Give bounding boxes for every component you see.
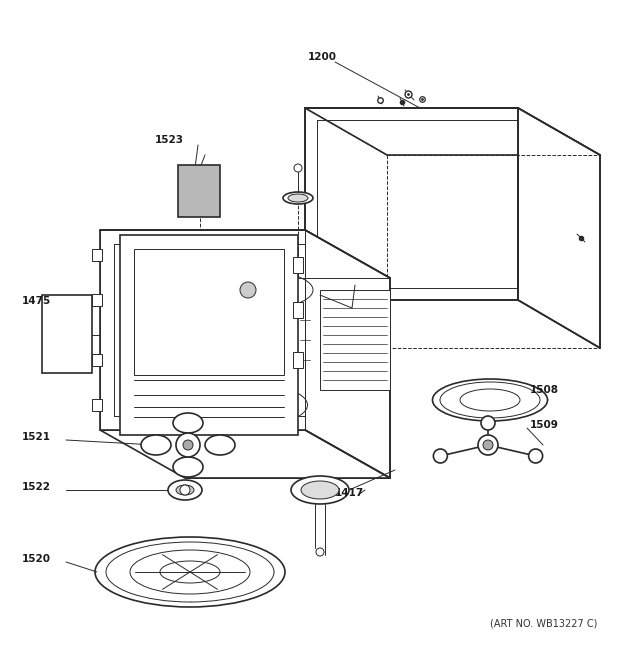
Circle shape [529, 449, 542, 463]
Text: 1508: 1508 [530, 385, 559, 395]
Ellipse shape [173, 413, 203, 433]
Ellipse shape [168, 480, 202, 500]
Circle shape [176, 433, 200, 457]
Ellipse shape [130, 550, 250, 594]
Circle shape [483, 440, 493, 450]
Ellipse shape [106, 542, 274, 602]
Bar [320, 290, 390, 390]
Ellipse shape [95, 537, 285, 607]
Ellipse shape [433, 379, 547, 421]
Ellipse shape [283, 192, 313, 204]
Ellipse shape [301, 481, 339, 499]
Bar [92, 249, 102, 261]
Text: eReplacementParts.com: eReplacementParts.com [234, 364, 386, 377]
Circle shape [481, 416, 495, 430]
Circle shape [478, 435, 498, 455]
Bar [92, 399, 102, 411]
Text: 1509: 1509 [530, 420, 559, 430]
Ellipse shape [205, 435, 235, 455]
Polygon shape [100, 230, 390, 278]
Polygon shape [120, 235, 298, 435]
Bar [293, 302, 303, 318]
Bar [293, 257, 303, 273]
Bar [42, 295, 92, 373]
Polygon shape [100, 230, 305, 430]
Text: 1523: 1523 [155, 135, 184, 145]
Text: 1417: 1417 [335, 488, 365, 498]
Polygon shape [518, 108, 600, 348]
Text: 1475: 1475 [22, 296, 51, 306]
Bar [92, 294, 102, 306]
Text: (ART NO. WB13227 C): (ART NO. WB13227 C) [490, 618, 598, 628]
Circle shape [316, 548, 324, 556]
Circle shape [240, 282, 256, 298]
Polygon shape [305, 108, 518, 300]
Bar [293, 352, 303, 368]
Text: 1520: 1520 [22, 554, 51, 564]
Circle shape [183, 440, 193, 450]
Text: 1200: 1200 [308, 52, 337, 62]
Ellipse shape [440, 382, 540, 418]
Polygon shape [100, 430, 390, 478]
Circle shape [433, 449, 448, 463]
Bar [92, 354, 102, 366]
Text: 1521: 1521 [22, 432, 51, 442]
Bar [178, 165, 220, 217]
Ellipse shape [460, 389, 520, 411]
Ellipse shape [160, 561, 220, 583]
Polygon shape [305, 108, 600, 155]
Ellipse shape [141, 435, 171, 455]
Ellipse shape [173, 457, 203, 477]
Ellipse shape [176, 485, 194, 495]
Polygon shape [305, 230, 390, 478]
Ellipse shape [291, 476, 349, 504]
Circle shape [180, 485, 190, 495]
Text: 1522: 1522 [22, 482, 51, 492]
Ellipse shape [288, 194, 308, 202]
Circle shape [294, 164, 302, 172]
Polygon shape [134, 249, 284, 375]
